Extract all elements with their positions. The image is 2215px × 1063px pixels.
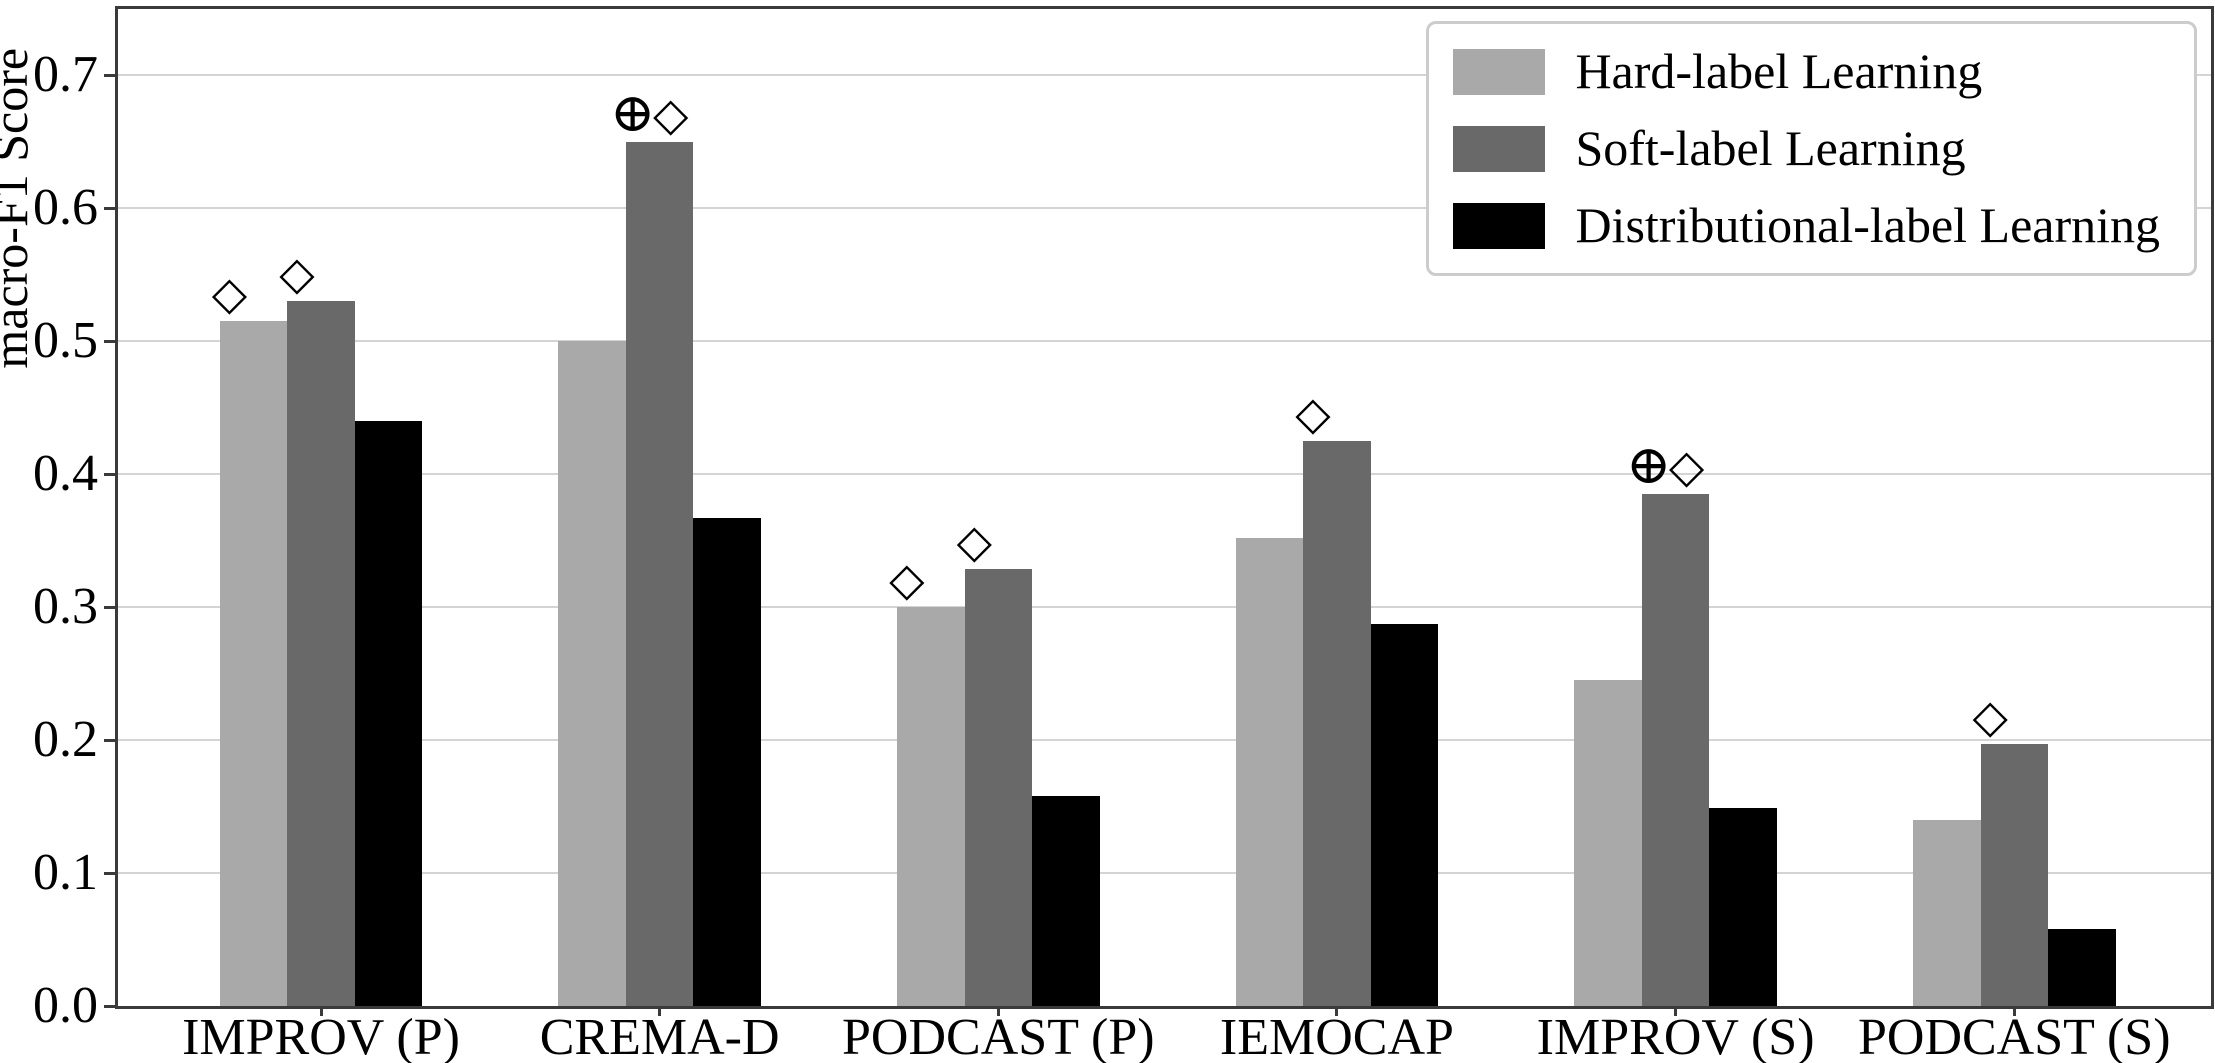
y-tick-label-0.7: 0.7	[33, 46, 98, 104]
y-tick-mark-0.4	[104, 473, 115, 477]
y-tick-mark-0.0	[104, 1005, 115, 1008]
bar-iemocap-series-2	[1370, 624, 1439, 1006]
x-tick-mark-0	[319, 1006, 323, 1016]
bar-podcast-p-series-1	[964, 568, 1033, 1006]
plot-area: ◇ ◇ ⊕ ◇ ◇ ◇ ◇ ⊕ ◇ ◇ Hard-label Learning Soft-label…	[115, 6, 2214, 1009]
bar-podcast-s-series-1	[1980, 744, 2048, 1006]
legend-swatch-icon	[1453, 202, 1546, 249]
legend-item-1: Soft-label Learning	[1453, 121, 2160, 176]
gridline-0.6	[118, 207, 2211, 210]
x-tick-label-5: PODCAST (S)	[1857, 1009, 2171, 1063]
y-tick-mark-0.2	[104, 739, 115, 743]
bar-podcast-s-series-0	[1913, 819, 1981, 1006]
legend-item-0: Hard-label Learning	[1453, 44, 2160, 99]
y-tick-mark-0.5	[104, 340, 115, 344]
legend-swatch-icon	[1453, 125, 1546, 172]
gridline-0.3	[118, 606, 2211, 609]
legend-label-0: Hard-label Learning	[1575, 43, 1983, 99]
bar-iemocap-series-1	[1303, 441, 1371, 1006]
bar-podcast-p-series-0	[897, 607, 965, 1006]
bar-improv-p-series-0	[219, 321, 288, 1006]
bar-improv-s-series-0	[1574, 680, 1642, 1006]
bar-podcast-p-series-2	[1032, 795, 1100, 1006]
bar-iemocap-series-0	[1235, 538, 1304, 1006]
gridline-0.2	[118, 739, 2211, 742]
y-tick-label-0.1: 0.1	[33, 844, 98, 902]
legend-swatch-icon	[1453, 48, 1546, 95]
x-tick-mark-2	[996, 1006, 1000, 1016]
legend-box: Hard-label Learning Soft-label Learning Di…	[1426, 21, 2197, 276]
x-tick-mark-3	[1335, 1006, 1339, 1016]
gridline-0.7	[118, 74, 2211, 77]
diamond-marker-icon: ◇	[1668, 441, 1705, 493]
y-tick-label-0.3: 0.3	[33, 578, 98, 636]
diamond-marker-icon: ◇	[1972, 691, 2008, 743]
x-tick-label-1: CREMA-D	[539, 1009, 780, 1063]
gridline-0.4	[118, 473, 2211, 476]
x-tick-label-3: IEMOCAP	[1219, 1009, 1454, 1063]
bar-podcast-s-series-2	[2048, 928, 2116, 1006]
bar-improv-s-series-2	[1709, 807, 1777, 1006]
bar-improv-p-series-1	[287, 301, 355, 1006]
y-tick-label-0.6: 0.6	[33, 179, 98, 237]
diamond-marker-icon: ◇	[889, 554, 925, 606]
bar-crema-d-series-2	[693, 518, 761, 1006]
legend-label-2: Distributional-label Learning	[1575, 197, 2160, 253]
diamond-marker-icon: ◇	[1295, 388, 1331, 440]
oplus-marker-icon: ⊕	[1625, 435, 1672, 496]
bar-crema-d-series-0	[558, 341, 626, 1006]
y-tick-label-0.2: 0.2	[33, 711, 98, 769]
x-tick-label-0: IMPROV (P)	[182, 1009, 460, 1063]
diamond-marker-icon: ◇	[211, 268, 248, 320]
x-tick-mark-5	[2012, 1006, 2016, 1016]
x-tick-label-2: PODCAST (P)	[842, 1009, 1155, 1063]
diamond-marker-icon: ◇	[956, 515, 992, 567]
bar-crema-d-series-1	[625, 141, 694, 1006]
diamond-marker-icon: ◇	[652, 88, 689, 140]
legend-label-1: Soft-label Learning	[1575, 120, 1966, 176]
y-tick-mark-0.1	[104, 872, 115, 876]
x-tick-label-4: IMPROV (S)	[1536, 1009, 1815, 1063]
bar-improv-p-series-2	[354, 421, 423, 1006]
y-tick-label-0.0: 0.0	[33, 977, 98, 1034]
y-tick-label-0.4: 0.4	[33, 445, 98, 503]
gridline-0.1	[118, 872, 2211, 875]
y-tick-label-0.5: 0.5	[33, 312, 98, 370]
gridline-0.5	[118, 340, 2211, 343]
x-tick-mark-1	[658, 1006, 662, 1016]
x-tick-mark-4	[1674, 1006, 1678, 1016]
oplus-marker-icon: ⊕	[610, 82, 656, 143]
legend-item-2: Distributional-label Learning	[1453, 198, 2160, 253]
diamond-marker-icon: ◇	[279, 248, 315, 300]
y-tick-mark-0.7	[104, 74, 115, 78]
bar-improv-s-series-1	[1641, 494, 1710, 1006]
y-tick-mark-0.3	[104, 606, 115, 610]
y-tick-mark-0.6	[104, 207, 115, 211]
